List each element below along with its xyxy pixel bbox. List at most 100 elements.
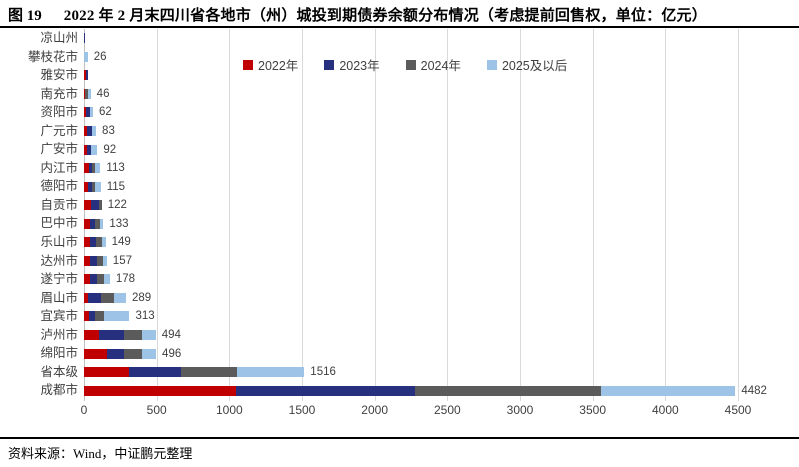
bar-segment xyxy=(89,107,93,118)
bar-segment xyxy=(84,126,88,136)
category-label: 内江市 xyxy=(40,160,78,175)
bar-segment xyxy=(84,144,87,155)
chart-row: 乐山市 149 xyxy=(0,233,799,252)
bar-segment xyxy=(123,348,143,359)
chart-row: 自贡市 122 xyxy=(0,196,799,215)
bar-area: 1516 xyxy=(84,366,799,379)
bar-value-label: 289 xyxy=(131,291,152,304)
bar-segment xyxy=(92,181,96,192)
bar-segment xyxy=(103,274,110,285)
bar-segment xyxy=(84,181,89,192)
bar-segment xyxy=(237,367,305,378)
chart-row: 德阳市 115 xyxy=(0,177,799,196)
gridline xyxy=(302,29,303,401)
bar-segment xyxy=(88,181,93,192)
chart-row: 眉山市 289 xyxy=(0,289,799,308)
legend-item: 2025及以后 xyxy=(486,55,568,74)
bar-segment xyxy=(601,385,736,396)
chart-row: 成都市 4482 xyxy=(0,381,799,400)
bar-segment xyxy=(85,88,88,99)
bar-value-label: 494 xyxy=(161,329,181,342)
x-tick-label: 500 xyxy=(146,403,167,417)
bar-segment xyxy=(123,330,142,341)
gridline xyxy=(520,29,521,401)
category-label: 南充市 xyxy=(40,86,78,101)
legend-label: 2024年 xyxy=(420,59,461,73)
category-label: 广元市 xyxy=(40,123,78,138)
legend-label: 2022年 xyxy=(258,59,299,73)
category-label: 自贡市 xyxy=(40,197,78,212)
legend-label: 2025及以后 xyxy=(501,59,568,73)
bar-value-label: 157 xyxy=(112,254,132,267)
bar-segment xyxy=(88,311,95,322)
category-label: 凉山州 xyxy=(40,31,78,46)
bar-segment xyxy=(84,70,87,81)
category-label: 资阳市 xyxy=(40,105,78,120)
figure-title: 2022 年 2 月末四川省各地市（州）城投到期债券余额分布情况（考虑提前回售权… xyxy=(63,8,707,24)
bar-segment xyxy=(236,385,416,396)
bar-segment xyxy=(84,274,90,285)
gridline xyxy=(665,29,667,401)
bar-segment xyxy=(106,348,124,359)
bar-segment xyxy=(100,218,104,229)
category-label: 德阳市 xyxy=(40,179,78,194)
chart-row: 广元市 83 xyxy=(0,122,799,141)
chart-row: 达州市 157 xyxy=(0,252,799,271)
bar-segment xyxy=(94,218,101,229)
chart-row: 资阳市 62 xyxy=(0,103,799,122)
legend-swatch xyxy=(243,59,253,70)
x-tick-label: 2500 xyxy=(433,403,461,417)
bar-segment xyxy=(98,330,124,341)
bar-segment xyxy=(84,163,89,174)
x-tick-label: 1000 xyxy=(215,403,243,417)
category-label: 绵阳市 xyxy=(40,346,78,361)
category-label: 巴中市 xyxy=(40,216,78,231)
bar-segment xyxy=(84,330,99,341)
x-tick-label: 4000 xyxy=(651,403,679,417)
bar-segment xyxy=(181,367,238,378)
category-label: 成都市 xyxy=(40,383,78,398)
bar-segment xyxy=(129,367,182,378)
bar-value-label: 122 xyxy=(107,199,127,212)
bar-segment xyxy=(101,237,106,248)
bar-area: 46 xyxy=(84,87,799,100)
x-tick-label: 2000 xyxy=(361,403,388,417)
x-tick-label: 3000 xyxy=(506,403,534,417)
bar-segment xyxy=(84,367,130,378)
chart-row: 宜宾市 313 xyxy=(0,307,799,326)
bar-area: 62 xyxy=(84,107,799,118)
chart-row: 攀枝花市 26 xyxy=(0,48,799,67)
gridline xyxy=(447,29,449,401)
bar-value-label: 496 xyxy=(162,347,182,360)
bar-area: 178 xyxy=(84,274,799,285)
bar-segment xyxy=(96,255,103,266)
legend-item: 2024年 xyxy=(405,55,461,74)
gridline xyxy=(374,29,376,401)
chart-row: 雅安市 xyxy=(0,66,799,85)
chart-row: 巴中市 133 xyxy=(0,214,799,233)
chart-row: 遂宁市 178 xyxy=(0,270,799,289)
bar-segment xyxy=(103,311,130,322)
bar-segment xyxy=(84,218,90,229)
bar-area xyxy=(84,70,799,81)
x-axis: 0 500 1000 1500 2000 2500 3000 3500 4000 4500 xyxy=(0,403,799,419)
legend-swatch xyxy=(486,59,497,70)
bar-area: 26 xyxy=(84,51,799,63)
chart-rows: 凉山州 攀枝花市 26 雅安市 南充市 46 资阳市 62 广元市 83 广安市 92 内江市 113 德阳… xyxy=(0,29,799,400)
bar-value-label: 83 xyxy=(102,125,115,137)
category-label: 雅安市 xyxy=(40,68,78,83)
bar-segment xyxy=(84,51,88,62)
bar-segment xyxy=(84,311,89,322)
category-label: 泸州市 xyxy=(40,327,78,342)
bar-segment xyxy=(84,107,87,118)
bar-area: 149 xyxy=(84,236,799,249)
gridline xyxy=(592,29,594,401)
bar-value-label: 46 xyxy=(96,87,110,100)
bar-value-label: 149 xyxy=(111,236,131,249)
bar-value-label: 1516 xyxy=(310,366,336,379)
bar-segment xyxy=(84,292,88,303)
bar-segment xyxy=(142,348,157,359)
bar-area: 92 xyxy=(84,144,799,155)
chart-row: 内江市 113 xyxy=(0,159,799,178)
chart-row: 南充市 46 xyxy=(0,85,799,104)
